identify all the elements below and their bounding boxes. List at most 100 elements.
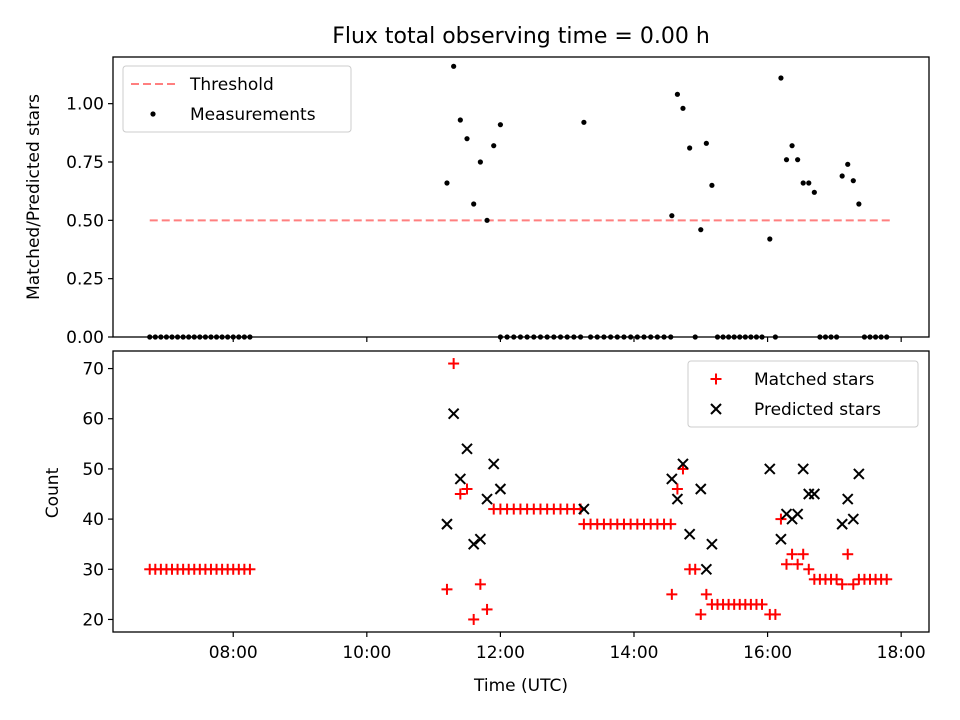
- measurement-point: [783, 157, 790, 163]
- bottom-y-tick-label: 50: [82, 460, 104, 480]
- predicted-star-point: [764, 463, 776, 475]
- predicted-star-point: [474, 533, 487, 545]
- matched-star-point: [481, 603, 493, 615]
- matched-star-point: [666, 588, 678, 600]
- matched-star-point: [441, 583, 453, 595]
- top-axes-frame: [112, 56, 930, 338]
- measurement-point: [674, 91, 681, 97]
- top-y-tick-label: 0.25: [66, 270, 104, 290]
- matched-star-point: [803, 563, 815, 575]
- matched-star-point: [700, 588, 712, 600]
- measurement-point: [444, 180, 450, 186]
- predicted-star-point: [683, 528, 696, 540]
- matched-star-point: [448, 358, 460, 370]
- top-legend-box: [122, 65, 352, 133]
- predicted-star-point: [847, 513, 860, 525]
- matched-star-point: [797, 548, 809, 560]
- predicted-star-point: [467, 538, 480, 550]
- legend-plus-marker: [710, 373, 722, 385]
- matched-star-point: [781, 558, 793, 570]
- x-tick-label: 08:00: [209, 643, 258, 663]
- legend-measurements-label: Measurements: [190, 105, 316, 125]
- legend-matched-swatch: [710, 373, 722, 385]
- matched-star-point: [474, 578, 486, 590]
- legend-threshold-label: Threshold: [189, 75, 274, 95]
- matched-star-point: [775, 513, 787, 525]
- top-y-tick-label: 1.00: [66, 95, 104, 115]
- legend-predicted-swatch: [710, 403, 722, 415]
- measurement-point: [680, 105, 686, 111]
- matched-star-point: [831, 573, 843, 585]
- predicted-star-point: [488, 458, 500, 470]
- predicted-star-point: [578, 503, 590, 515]
- bottom-x-ticks: 08:00 10:00 12:00 14:00 16:00 18:00: [209, 632, 926, 663]
- measurement-point: [491, 143, 497, 149]
- matched-star-point: [769, 608, 781, 620]
- matched-star-point: [244, 563, 256, 575]
- bottom-y-tick-label: 70: [82, 360, 104, 380]
- top-y-tick-label: 0.00: [66, 328, 104, 348]
- predicted-star-point: [447, 408, 460, 420]
- bottom-y-tick-label: 30: [82, 560, 104, 580]
- matched-star-point: [454, 488, 466, 500]
- measurement-point: [477, 159, 483, 165]
- measurement-point: [811, 189, 817, 195]
- matched-star-point: [665, 518, 677, 530]
- measurement-point: [457, 117, 463, 123]
- measurement-point: [845, 161, 851, 167]
- measurement-point: [464, 136, 470, 142]
- predicted-star-point: [836, 518, 848, 530]
- matched-star-point: [847, 578, 859, 590]
- bottom-y-axis-label: Count: [43, 467, 63, 518]
- matched-star-point: [792, 558, 804, 570]
- measurement-point: [709, 182, 715, 188]
- predicted-star-point: [700, 563, 713, 575]
- bottom-panel: Count Time (UTC) 20 30 40 50 60 70 08:00 10:00…: [43, 350, 930, 696]
- chart-title: Flux total observing time = 0.00 h: [332, 24, 710, 49]
- top-y-tick-label: 0.75: [66, 153, 104, 173]
- measurement-point: [800, 180, 806, 186]
- x-tick-label: 14:00: [609, 643, 658, 663]
- measurement-point: [806, 180, 812, 186]
- measurement-point: [778, 75, 784, 81]
- legend-matched-label: Matched stars: [754, 370, 874, 390]
- measurement-point: [451, 63, 457, 69]
- measurement-point: [789, 143, 795, 149]
- matched-star-point: [461, 483, 473, 495]
- predicted-star-point: [441, 518, 453, 530]
- measurement-point: [497, 122, 504, 128]
- x-tick-label: 16:00: [743, 643, 792, 663]
- measurement-point: [669, 213, 675, 219]
- matched-star-point: [842, 548, 854, 560]
- predicted-star-point: [671, 493, 684, 505]
- legend-measurements-swatch: [150, 111, 156, 117]
- predicted-star-point: [797, 463, 809, 475]
- predicted-star-point: [461, 443, 473, 455]
- predicted-star-point: [677, 458, 689, 470]
- x-tick-label: 10:00: [342, 643, 391, 663]
- measurement-point: [471, 201, 477, 207]
- top-y-axis-label: Matched/Predicted stars: [24, 94, 44, 300]
- measurement-point: [850, 178, 856, 184]
- predicted-star-point: [808, 488, 821, 500]
- matched-star-point: [671, 483, 683, 495]
- predicted-star-point: [842, 493, 854, 505]
- predicted-star-point: [706, 538, 718, 550]
- matched-star-point: [786, 548, 798, 560]
- bottom-legend: Matched stars Predicted stars: [687, 360, 919, 428]
- count-points: [144, 358, 893, 625]
- top-y-ticks: 0.00 0.25 0.50 0.75 1.00: [66, 95, 113, 348]
- predicted-star-point: [791, 508, 804, 520]
- predicted-star-point: [666, 473, 678, 485]
- measurement-point: [856, 201, 862, 207]
- measurement-point: [484, 217, 490, 223]
- top-panel: Flux total observing time = 0.00 h Match…: [24, 24, 930, 348]
- bottom-y-tick-label: 40: [82, 510, 104, 530]
- matched-star-point: [756, 598, 768, 610]
- x-axis-label: Time (UTC): [473, 676, 568, 696]
- top-y-tick-label: 0.50: [66, 211, 104, 231]
- matched-star-point: [695, 608, 707, 620]
- matched-star-point: [468, 613, 480, 625]
- x-tick-label: 12:00: [476, 643, 525, 663]
- measurement-point: [703, 140, 709, 146]
